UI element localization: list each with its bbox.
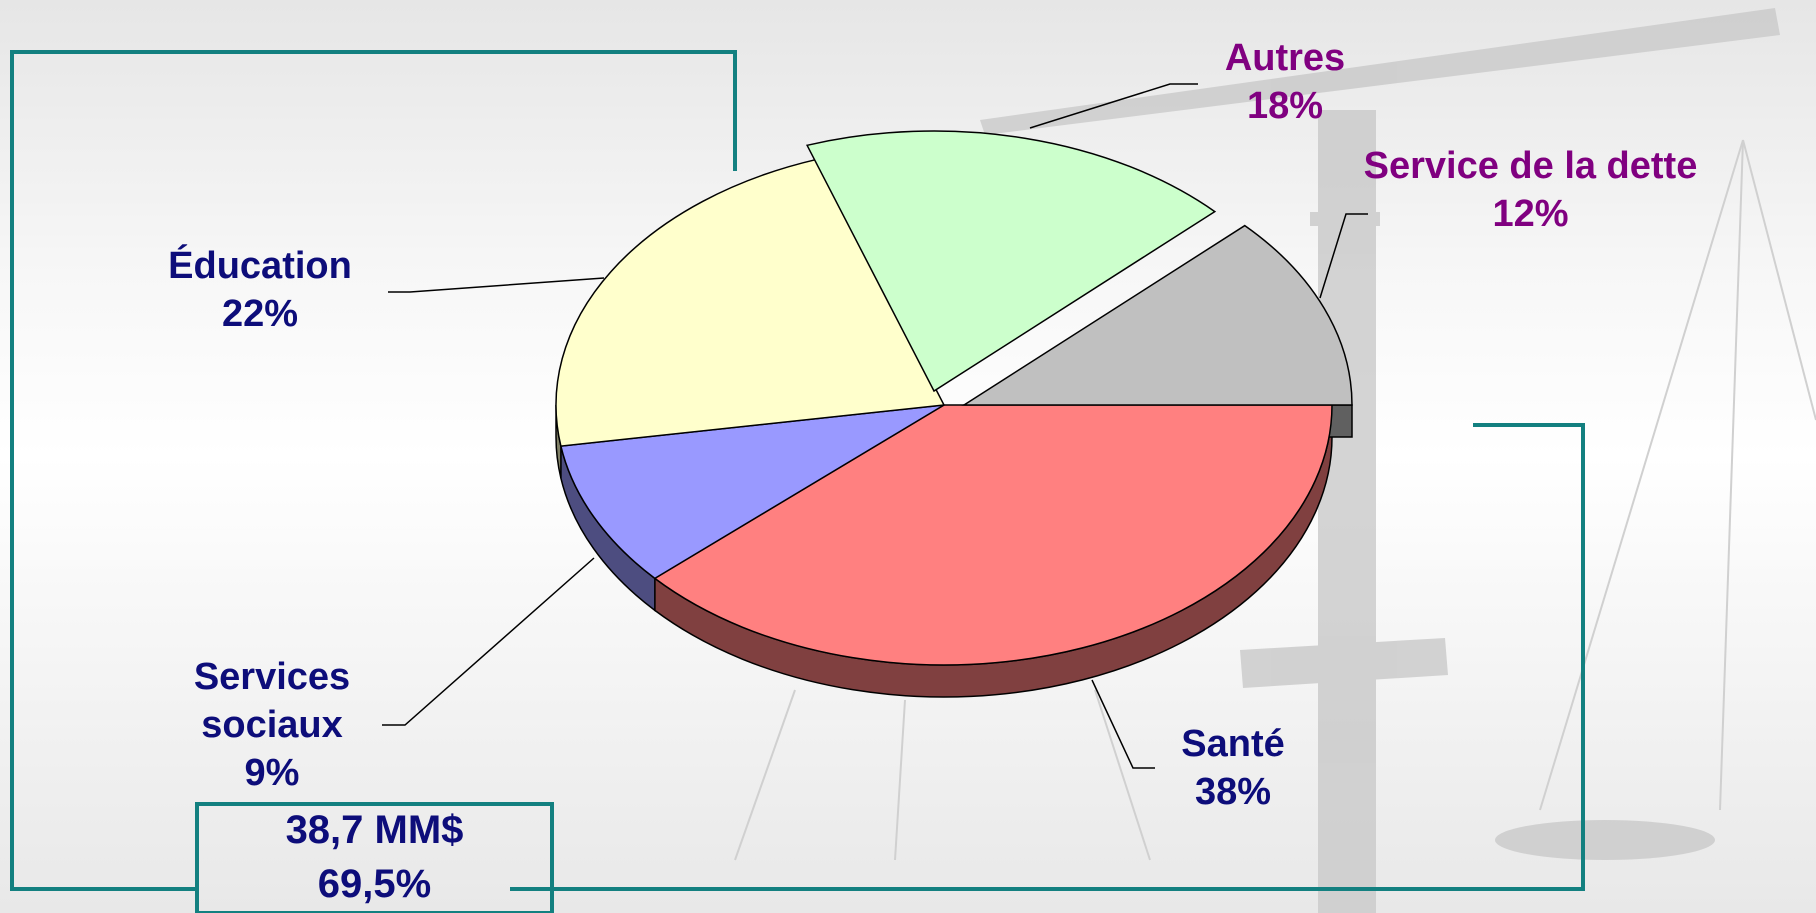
slice-label: Autres [1224, 37, 1346, 79]
slice-value-label: 12% [1492, 193, 1569, 235]
pie-slice [559, 404, 945, 580]
leader-lines [382, 83, 1368, 769]
scale-decoration [980, 8, 1780, 913]
slice-label: Services sociaux [193, 656, 351, 746]
slice-label: Service de la dette [1363, 145, 1698, 187]
pie-slice [653, 404, 1333, 666]
pie-slice [805, 130, 1217, 393]
slice-value-label: 38% [1194, 771, 1272, 813]
slice-value-label: 9% [244, 752, 300, 794]
slice-label: Santé [1181, 723, 1285, 765]
group-bracket [10, 50, 1585, 913]
slice-value-label: 22% [221, 293, 299, 335]
total-share: 69,5% [317, 862, 432, 906]
pie-tops [555, 130, 1353, 666]
scale-strings [734, 139, 1816, 861]
slice-value-label: 18% [1246, 85, 1324, 127]
slice-label: Éducation [168, 245, 352, 287]
pie-slice [961, 224, 1353, 406]
pie-slice [555, 158, 946, 447]
total-amount: 38,7 MM$ [285, 808, 464, 852]
